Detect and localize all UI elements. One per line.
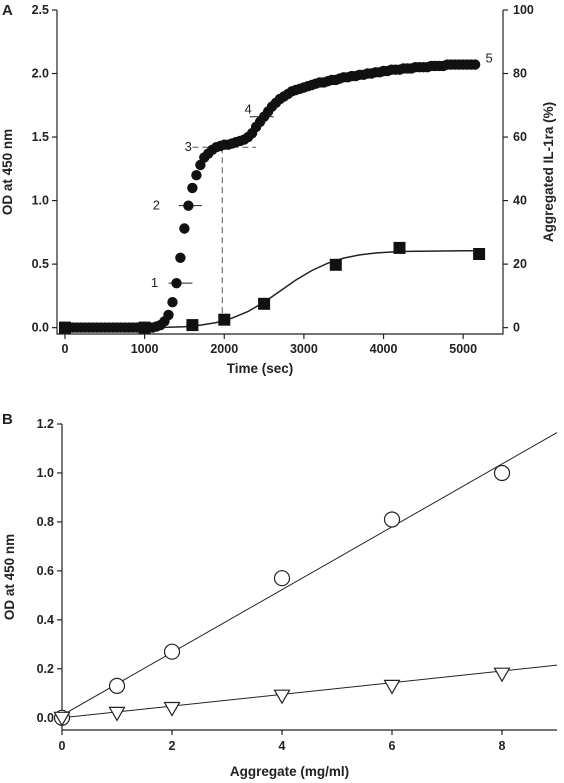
panel-a-od-point (183, 200, 194, 211)
panel-a-annotation-label: 2 (153, 198, 160, 213)
panel-b-triangle-point (108, 706, 126, 722)
panel-a-x-tick-label: 4000 (370, 342, 398, 356)
panel-a-y-axis-title: OD at 450 nm (0, 129, 15, 215)
panel-a-aggregated-point (329, 258, 342, 271)
panel-b-letter: B (2, 411, 13, 428)
panel-a-y-right-axis-title: Aggregated IL-1ra (%) (541, 102, 556, 242)
panel-a-x-tick-label: 5000 (449, 342, 477, 356)
panel-b-x-tick-label: 4 (279, 739, 286, 753)
panel-b-triangle-fit-line (61, 664, 558, 719)
panel-a-aggregated-point (186, 319, 199, 332)
panel-a-x-axis-title: Time (sec) (227, 361, 294, 376)
panel-b-axes-frame (61, 424, 557, 731)
panel-b-y-axis-title: OD at 450 nm (2, 534, 17, 620)
panel-b-triangle-point (53, 711, 71, 727)
panel-b-y-tick-label: 0.4 (37, 613, 54, 627)
panel-a-y-tick-label: 1.5 (32, 130, 49, 144)
panel-a-od-point (191, 170, 202, 181)
panel-a-y-right-tick-label: 60 (513, 130, 527, 144)
panel-a-letter: A (2, 2, 13, 19)
panel-b-circle-point (383, 511, 401, 528)
panel-a-od-point (167, 297, 178, 308)
panel-a-annotation-label: 1 (151, 275, 158, 290)
panel-a-annotation-label: 4 (244, 102, 251, 117)
panel-b-circle-point (108, 677, 126, 695)
panel-a-od-point (469, 59, 481, 70)
panel-b-triangle-point (273, 689, 291, 705)
panel-a-aggregated-point (258, 297, 271, 310)
panel-a-y-right-tick-label: 40 (513, 194, 527, 208)
panel-b-y-tick-label: 0.0 (37, 711, 54, 725)
panel-a-y-tick-label: 2.5 (32, 3, 49, 17)
panel-a-aggregated-point (138, 321, 151, 334)
panel-b-x-axis-title: Aggregate (mg/ml) (230, 764, 349, 779)
panel-b-circle-point (493, 464, 511, 482)
chart-panel-a: 0 1000 2000 3000 4000 5000 0.0 0.5 1.0 1.5 2.0 2.5 0… (0, 3, 556, 376)
panel-b-y-tick-label: 0.6 (37, 564, 54, 578)
panel-a-y-tick-label: 2.0 (32, 67, 49, 81)
panel-a-axes-frame (56, 10, 504, 335)
panel-a-aggregated-point (393, 241, 406, 254)
panel-b-x-tick-label: 0 (59, 739, 66, 753)
panel-b-circle-fit-line (61, 432, 558, 716)
panel-a-od-point (187, 182, 198, 194)
panel-b-y-tick-label: 0.8 (37, 515, 54, 529)
panel-b-y-tick-label: 0.2 (37, 662, 54, 676)
panel-a-x-tick-label: 2000 (210, 342, 238, 356)
panel-b-x-tick-label: 8 (499, 739, 506, 753)
panel-a-y-right-tick-label: 20 (513, 257, 527, 271)
panel-b-x-tick-label: 6 (389, 739, 396, 753)
panel-b-circle-point (163, 643, 181, 660)
panel-b-triangle-point (383, 679, 401, 695)
panel-a-od-point (175, 252, 186, 263)
panel-a-fit-curve (65, 250, 480, 329)
panel-a-x-tick-label: 1000 (131, 342, 159, 356)
panel-a-aggregated-point (473, 248, 486, 260)
panel-b-circle-point (273, 570, 291, 587)
panel-a-y-tick-label: 0.0 (32, 321, 49, 335)
panel-a-aggregated-point (218, 313, 231, 326)
panel-a-y-right-tick-label: 100 (513, 3, 534, 17)
panel-a-aggregated-point (59, 321, 71, 334)
panel-a-x-tick-label: 0 (61, 342, 68, 356)
panel-b-y-tick-label: 1.0 (37, 466, 54, 480)
panel-b-y-tick-label: 1.2 (37, 417, 54, 431)
panel-a-y-right-tick-label: 80 (513, 67, 527, 81)
panel-a-annotation-label: 3 (185, 139, 192, 154)
panel-b-triangle-point (163, 701, 181, 717)
panel-a-od-point (163, 309, 174, 321)
panel-b-triangle-point (493, 667, 511, 683)
panel-a-y-right-tick-label: 0 (513, 321, 520, 335)
panel-a-od-point (171, 278, 182, 289)
panel-a-y-tick-label: 0.5 (32, 257, 49, 271)
panel-b-x-tick-label: 2 (169, 739, 176, 753)
panel-a-x-tick-label: 3000 (290, 342, 318, 356)
chart-panel-b: 0 2 4 6 8 0.0 0.2 0.4 0.6 0.8 1.0 1.2 Aggregate (mg/… (2, 417, 558, 779)
panel-a-od-point (179, 223, 190, 234)
panel-a-y-tick-label: 1.0 (32, 194, 49, 208)
panel-a-annotation-label: 5 (486, 51, 493, 66)
